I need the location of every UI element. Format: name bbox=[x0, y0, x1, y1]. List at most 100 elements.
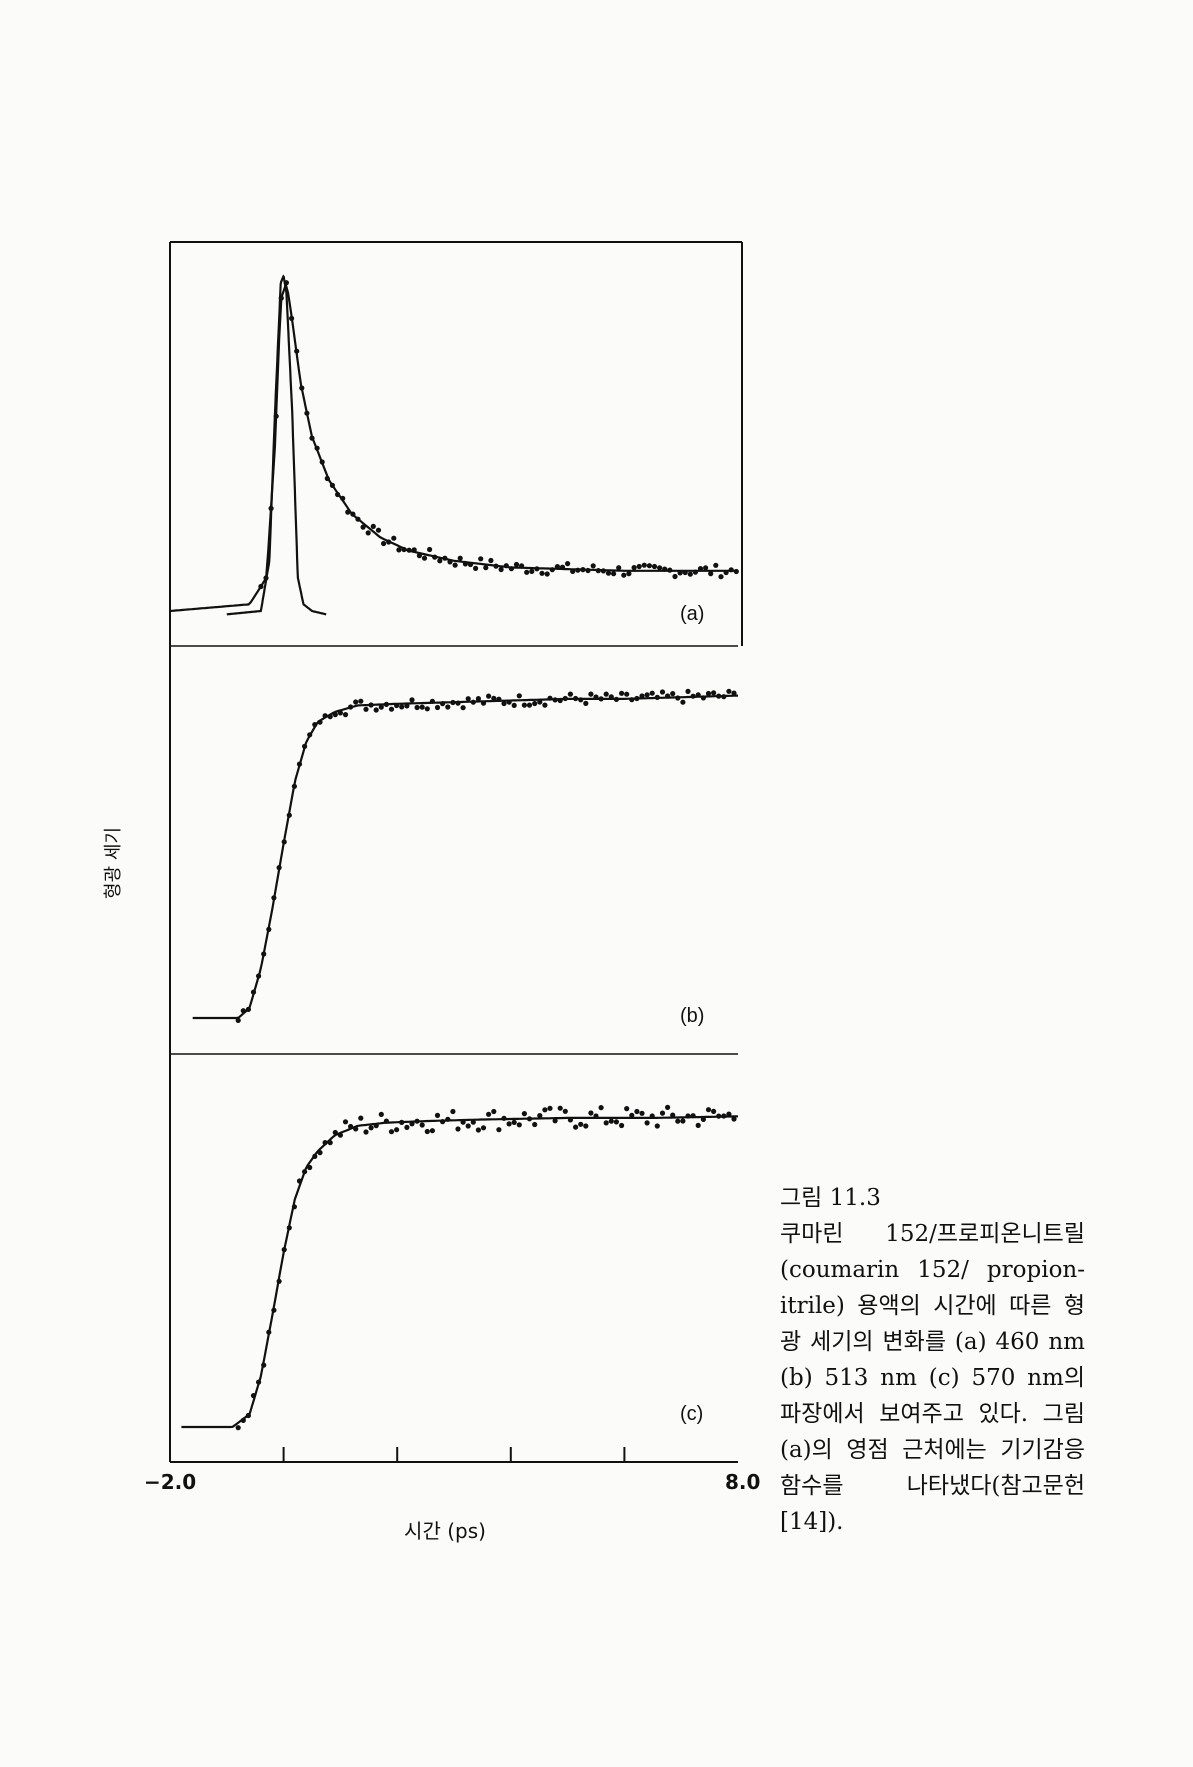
data-point bbox=[659, 1110, 666, 1116]
data-point bbox=[440, 1119, 446, 1125]
data-point bbox=[613, 1119, 620, 1125]
data-point bbox=[312, 722, 318, 728]
data-point bbox=[470, 1119, 476, 1125]
data-point bbox=[258, 583, 264, 590]
data-point bbox=[692, 569, 699, 575]
data-point bbox=[685, 688, 691, 695]
data-point bbox=[240, 1417, 246, 1423]
data-point bbox=[256, 1379, 262, 1385]
data-point bbox=[317, 719, 323, 725]
data-point bbox=[391, 535, 397, 541]
data-point bbox=[547, 1105, 553, 1111]
data-point bbox=[585, 567, 591, 574]
data-point bbox=[404, 1124, 410, 1130]
data-point bbox=[335, 491, 341, 498]
data-point bbox=[429, 1128, 435, 1134]
data-point bbox=[327, 714, 333, 720]
data-point bbox=[721, 694, 727, 700]
data-point bbox=[261, 1362, 267, 1368]
data-point bbox=[611, 571, 617, 577]
data-point bbox=[399, 1119, 405, 1125]
data-point bbox=[713, 562, 719, 568]
data-point bbox=[276, 1278, 282, 1284]
data-point bbox=[578, 1121, 584, 1127]
data-point bbox=[619, 690, 625, 696]
data-point bbox=[319, 459, 325, 465]
data-point bbox=[680, 699, 686, 705]
data-point bbox=[503, 563, 509, 569]
data-point bbox=[271, 1307, 277, 1313]
data-point bbox=[511, 702, 517, 709]
data-point bbox=[731, 690, 737, 696]
data-point bbox=[511, 1119, 517, 1125]
data-point bbox=[250, 989, 257, 995]
fit-curve bbox=[192, 694, 738, 1020]
data-point bbox=[416, 553, 422, 559]
data-point bbox=[501, 1115, 507, 1121]
data-point bbox=[641, 562, 647, 568]
data-point bbox=[521, 1111, 528, 1117]
data-point bbox=[455, 700, 461, 706]
data-point bbox=[462, 561, 468, 567]
data-point bbox=[401, 546, 407, 553]
data-point bbox=[595, 568, 601, 574]
data-point bbox=[342, 712, 349, 718]
data-point bbox=[460, 705, 466, 711]
data-point bbox=[524, 569, 530, 575]
data-point bbox=[424, 1128, 430, 1135]
data-point bbox=[593, 1113, 599, 1119]
data-point bbox=[291, 783, 297, 789]
data-point bbox=[529, 568, 535, 575]
data-point bbox=[440, 701, 446, 707]
data-point bbox=[291, 1204, 297, 1210]
data-point bbox=[483, 565, 489, 571]
panel-label: (a) bbox=[680, 603, 704, 625]
data-point bbox=[644, 1120, 650, 1126]
x-axis-label: 시간 (ps) bbox=[404, 1519, 486, 1543]
data-point bbox=[554, 564, 561, 570]
data-point bbox=[327, 1140, 333, 1146]
data-point bbox=[307, 1164, 313, 1171]
data-point bbox=[519, 563, 525, 569]
data-point bbox=[271, 895, 277, 901]
data-point bbox=[573, 1124, 579, 1130]
data-point bbox=[731, 1116, 737, 1122]
data-point bbox=[317, 1150, 323, 1156]
data-point bbox=[445, 704, 451, 710]
data-point bbox=[629, 1112, 635, 1118]
figure-frame bbox=[169, 241, 743, 1463]
data-point bbox=[302, 743, 308, 750]
data-point bbox=[662, 566, 668, 572]
data-point bbox=[235, 1425, 241, 1431]
data-point bbox=[588, 691, 594, 697]
data-point bbox=[373, 707, 379, 713]
data-point bbox=[250, 1393, 257, 1399]
data-point bbox=[365, 530, 371, 536]
data-point bbox=[434, 1112, 441, 1118]
chart-panel-b: (b) bbox=[192, 688, 738, 1027]
data-point bbox=[703, 565, 709, 571]
data-point bbox=[501, 700, 507, 707]
data-point bbox=[460, 1119, 466, 1125]
data-point bbox=[375, 527, 382, 533]
data-point bbox=[473, 565, 479, 572]
data-point bbox=[697, 566, 704, 572]
data-point bbox=[700, 1116, 707, 1122]
data-point bbox=[644, 692, 650, 698]
data-point bbox=[411, 547, 417, 553]
data-point bbox=[695, 692, 701, 698]
data-point bbox=[465, 1123, 471, 1129]
data-point bbox=[659, 689, 666, 695]
data-point bbox=[690, 1113, 696, 1119]
data-point bbox=[603, 1120, 609, 1126]
data-point bbox=[631, 565, 637, 571]
data-point bbox=[286, 1225, 292, 1231]
data-point bbox=[353, 1126, 359, 1132]
data-point bbox=[404, 703, 410, 709]
data-point bbox=[360, 524, 366, 530]
data-point bbox=[498, 566, 504, 573]
data-point bbox=[378, 1111, 384, 1117]
data-point bbox=[534, 566, 540, 572]
data-point bbox=[302, 1169, 308, 1175]
data-point bbox=[368, 1125, 374, 1131]
